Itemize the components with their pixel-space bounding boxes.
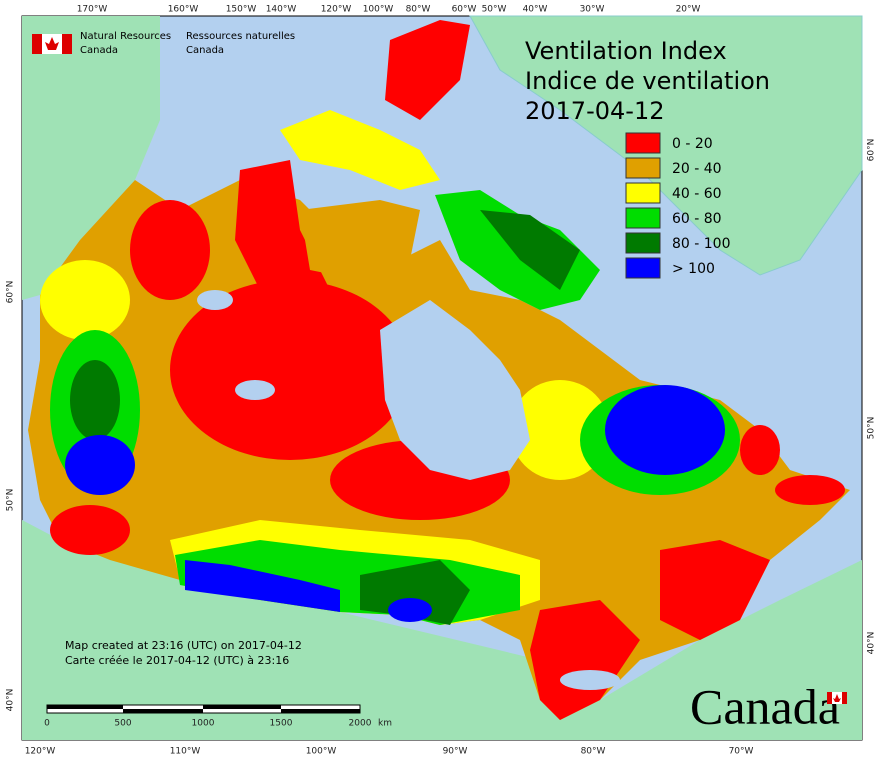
flag-band: [62, 34, 72, 54]
alaska: [22, 16, 160, 300]
legend-swatch: [625, 232, 661, 254]
lake: [197, 290, 233, 310]
legend-label: 80 - 100: [672, 236, 731, 252]
graticule-label: 40°W: [523, 5, 548, 15]
graticule-label: 40°N: [867, 632, 877, 655]
graticule-label: 90°W: [443, 747, 468, 757]
scale-label: 0: [44, 719, 50, 729]
title: Indice de ventilation: [525, 67, 770, 95]
region: [388, 598, 432, 622]
graticule-label: 140°W: [266, 5, 297, 15]
island: [385, 20, 470, 120]
wordmark: Canada: [690, 678, 840, 734]
legend-swatch: [625, 207, 661, 229]
note: Carte créée le 2017-04-12 (UTC) à 23:16: [65, 654, 289, 667]
graticule-label: 80°W: [581, 747, 606, 757]
org-en: Natural Resources: [80, 31, 171, 42]
scale-label: 2000: [349, 719, 372, 729]
region: [70, 360, 120, 440]
legend-label: 20 - 40: [672, 161, 722, 177]
lake: [235, 380, 275, 400]
legend-swatch: [625, 132, 661, 154]
island: [480, 210, 580, 290]
note: Map created at 23:16 (UTC) on 2017-04-12: [65, 639, 302, 652]
legend-label: 40 - 60: [672, 186, 722, 202]
region: [530, 600, 640, 720]
graticule-label: 150°W: [226, 5, 257, 15]
graticule-label: 50°W: [482, 5, 507, 15]
graticule-label: 60°N: [6, 281, 16, 304]
maple-leaf: [833, 694, 841, 702]
graticule-label: 70°W: [729, 747, 754, 757]
lake: [560, 670, 620, 690]
graticule-label: 50°N: [867, 417, 877, 440]
graticule-label: 60°W: [452, 5, 477, 15]
graticule-label: 120°W: [321, 5, 352, 15]
graticule-label: 30°W: [580, 5, 605, 15]
scale-bar-fill: [123, 709, 203, 713]
region: [50, 505, 130, 555]
flag-band: [32, 34, 42, 54]
graticule-label: 100°W: [306, 747, 337, 757]
scale-unit: km: [378, 719, 392, 729]
scale-bar-fill: [203, 705, 281, 709]
org-fr: Ressources naturelles: [186, 31, 295, 42]
graticule-label: 100°W: [363, 5, 394, 15]
title: 2017-04-12: [525, 97, 664, 125]
graticule-label: 160°W: [168, 5, 199, 15]
scale-bar-fill: [281, 709, 360, 713]
legend-swatch: [625, 257, 661, 279]
legend-swatch: [625, 157, 661, 179]
greenland: [469, 15, 863, 276]
region: [185, 560, 340, 612]
graticule-label: 20°W: [676, 5, 701, 15]
region: [40, 260, 130, 340]
graticule-label: 170°W: [77, 5, 108, 15]
graticule-label: 110°W: [170, 747, 201, 757]
scale-label: 500: [114, 719, 131, 729]
org-fr: Canada: [186, 45, 224, 56]
region: [660, 540, 770, 640]
region: [170, 280, 410, 460]
island: [280, 110, 440, 190]
scale-bar-fill: [47, 705, 123, 709]
island: [300, 200, 420, 280]
usa: [22, 520, 862, 740]
region: [605, 385, 725, 475]
graticule-label: 80°W: [406, 5, 431, 15]
graticule-label: 40°N: [6, 689, 16, 712]
title: Ventilation Index: [525, 37, 727, 65]
legend-swatch: [625, 182, 661, 204]
scale-label: 1500: [270, 719, 293, 729]
legend-label: 60 - 80: [672, 211, 722, 227]
legend-label: 0 - 20: [672, 136, 713, 152]
region: [65, 435, 135, 495]
scale-label: 1000: [192, 719, 215, 729]
legend-label: > 100: [672, 261, 715, 277]
org-en: Canada: [80, 45, 118, 56]
region: [360, 560, 470, 625]
graticule-label: 50°N: [6, 489, 16, 512]
flag-band: [842, 692, 847, 704]
flag-band: [827, 692, 832, 704]
graticule-label: 120°W: [25, 747, 56, 757]
region: [775, 475, 845, 505]
island: [235, 160, 330, 290]
hudson-bay: [380, 300, 530, 480]
region: [130, 200, 210, 300]
graticule-label: 60°N: [867, 139, 877, 162]
region: [740, 425, 780, 475]
maple-leaf: [45, 37, 59, 50]
